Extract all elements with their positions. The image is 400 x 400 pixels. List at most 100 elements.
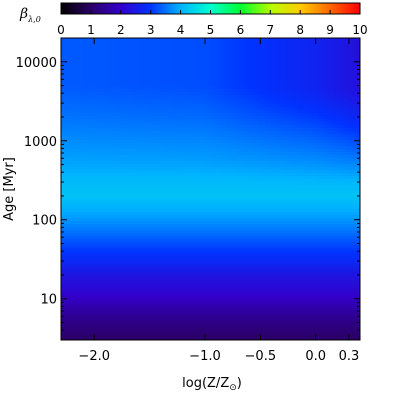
heatmap-cell: [346, 131, 350, 135]
heatmap-cell: [187, 77, 191, 81]
heatmap-cell: [292, 53, 296, 57]
heatmap-cell: [112, 65, 116, 69]
heatmap-cell: [103, 41, 107, 45]
heatmap-cell: [70, 83, 74, 87]
heatmap-cell: [181, 53, 185, 57]
heatmap-cell: [100, 161, 104, 165]
heatmap-cell: [181, 59, 185, 63]
heatmap-cell: [61, 119, 65, 123]
heatmap-cell: [76, 182, 80, 186]
heatmap-cell: [337, 86, 341, 90]
heatmap-cell: [82, 80, 86, 84]
heatmap-cell: [160, 122, 164, 126]
heatmap-cell: [175, 95, 179, 99]
heatmap-cell: [298, 176, 302, 180]
heatmap-cell: [199, 179, 203, 183]
heatmap-cell: [193, 77, 197, 81]
heatmap-cell: [253, 119, 257, 123]
heatmap-cell: [271, 107, 275, 111]
heatmap-cell: [280, 65, 284, 69]
heatmap-cell: [256, 41, 260, 45]
heatmap-cell: [148, 86, 152, 90]
heatmap-cell: [223, 137, 227, 141]
heatmap-cell: [112, 47, 116, 51]
heatmap-cell: [343, 83, 347, 87]
heatmap-cell: [235, 89, 239, 93]
heatmap-cell: [286, 140, 290, 144]
heatmap-cell: [253, 107, 257, 111]
heatmap-cell: [187, 137, 191, 141]
heatmap-cell: [145, 107, 149, 111]
heatmap-cell: [94, 122, 98, 126]
heatmap-cell: [139, 71, 143, 75]
heatmap-cell: [232, 89, 236, 93]
heatmap-cell: [277, 74, 281, 78]
heatmap-cell: [214, 131, 218, 135]
heatmap-cell: [277, 113, 281, 117]
heatmap-cell: [175, 101, 179, 105]
heatmap-cell: [130, 155, 134, 159]
heatmap-cell: [328, 71, 332, 75]
heatmap-cell: [94, 158, 98, 162]
heatmap-cell: [274, 65, 278, 69]
heatmap-cell: [280, 137, 284, 141]
heatmap-cell: [130, 50, 134, 54]
heatmap-cell: [118, 173, 122, 177]
heatmap-cell: [304, 74, 308, 78]
heatmap-cell: [208, 161, 212, 165]
heatmap-cell: [256, 62, 260, 66]
heatmap-cell: [280, 170, 284, 174]
heatmap-cell: [85, 110, 89, 114]
heatmap-cell: [247, 119, 251, 123]
heatmap-cell: [304, 116, 308, 120]
heatmap-cell: [310, 143, 314, 147]
heatmap-cell: [250, 146, 254, 150]
heatmap-cell: [322, 59, 326, 63]
heatmap-cell: [97, 107, 101, 111]
heatmap-cell: [322, 71, 326, 75]
heatmap-cell: [220, 104, 224, 108]
heatmap-cell: [97, 173, 101, 177]
heatmap-cell: [244, 71, 248, 75]
heatmap-cell: [250, 50, 254, 54]
heatmap-cell: [331, 38, 335, 42]
heatmap-cell: [163, 101, 167, 105]
heatmap-cell: [148, 140, 152, 144]
heatmap-cell: [340, 119, 344, 123]
heatmap-cell: [241, 53, 245, 57]
heatmap-cell: [199, 59, 203, 63]
heatmap-cell: [265, 182, 269, 186]
heatmap-cell: [229, 164, 233, 168]
heatmap-cell: [256, 167, 260, 171]
heatmap-cell: [238, 98, 242, 102]
heatmap-cell: [253, 140, 257, 144]
heatmap-cell: [295, 95, 299, 99]
heatmap-cell: [280, 149, 284, 153]
heatmap-cell: [310, 77, 314, 81]
heatmap-cell: [100, 50, 104, 54]
heatmap-cell: [199, 68, 203, 72]
heatmap-cell: [220, 161, 224, 165]
heatmap-cell: [64, 62, 68, 66]
heatmap-cell: [103, 86, 107, 90]
heatmap-cell: [247, 125, 251, 129]
heatmap-cell: [151, 80, 155, 84]
heatmap-cell: [214, 119, 218, 123]
heatmap-cell: [172, 122, 176, 126]
heatmap-cell: [157, 113, 161, 117]
heatmap-cell: [241, 164, 245, 168]
heatmap-cell: [253, 68, 257, 72]
heatmap-cell: [100, 71, 104, 75]
heatmap-cell: [358, 41, 360, 45]
heatmap-cell: [127, 62, 131, 66]
heatmap-cell: [205, 95, 209, 99]
heatmap-cell: [250, 104, 254, 108]
heatmap-cell: [160, 170, 164, 174]
heatmap-cell: [232, 98, 236, 102]
heatmap-cell: [313, 176, 317, 180]
heatmap-cell: [256, 170, 260, 174]
heatmap-cell: [280, 95, 284, 99]
heatmap-cell: [181, 164, 185, 168]
heatmap-cell: [157, 149, 161, 153]
heatmap-cell: [349, 89, 353, 93]
